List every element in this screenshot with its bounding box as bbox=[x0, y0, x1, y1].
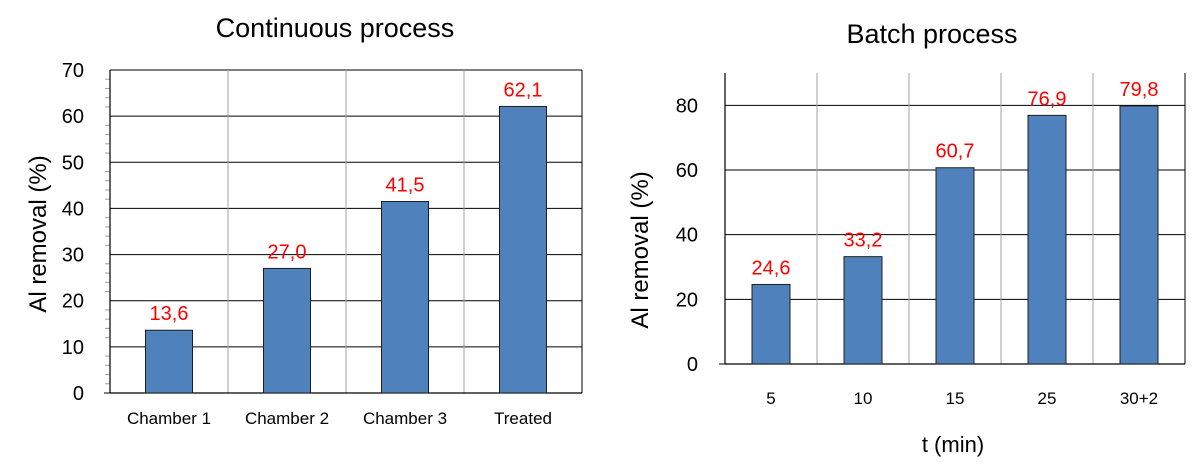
x-tick-label: 5 bbox=[766, 389, 775, 408]
data-label: 41,5 bbox=[386, 175, 425, 197]
bar bbox=[263, 267, 311, 394]
y-tick-label: 70 bbox=[62, 60, 84, 82]
y-tick-label: 0 bbox=[687, 354, 698, 376]
data-label: 24,6 bbox=[752, 257, 791, 279]
bar bbox=[1027, 114, 1067, 365]
bar bbox=[751, 283, 791, 365]
y-tick-label: 0 bbox=[73, 383, 84, 405]
x-tick-label: 25 bbox=[1038, 389, 1057, 408]
x-tick-label: Treated bbox=[494, 409, 552, 428]
y-axis-label: Al removal (%) bbox=[25, 155, 52, 312]
y-tick-label: 50 bbox=[62, 152, 84, 174]
y-tick-label: 10 bbox=[62, 337, 84, 359]
y-tick-label: 20 bbox=[62, 291, 84, 313]
continuous-process-chart: Continuous process Al removal (%) 0 10 20 3… bbox=[25, 13, 583, 428]
y-tick-label: 30 bbox=[62, 245, 84, 267]
batch-process-chart: Batch process Al removal (%) t (min) 0 20… bbox=[627, 19, 1186, 457]
bar bbox=[381, 201, 429, 394]
y-tick-label: 20 bbox=[676, 289, 698, 311]
data-label: 76,9 bbox=[1028, 88, 1067, 110]
y-tick-label: 40 bbox=[62, 198, 84, 220]
y-tick-label: 80 bbox=[676, 95, 698, 117]
bar bbox=[843, 256, 883, 365]
x-tick-label: Chamber 1 bbox=[127, 409, 211, 428]
data-label: 13,6 bbox=[150, 303, 189, 325]
x-tick-label: 30+2 bbox=[1120, 389, 1158, 408]
data-label: 60,7 bbox=[936, 141, 975, 163]
y-tick-label: 60 bbox=[62, 106, 84, 128]
chart-title: Batch process bbox=[846, 19, 1017, 49]
x-tick-label: 15 bbox=[946, 389, 965, 408]
y-tick-label: 60 bbox=[676, 160, 698, 182]
y-tick-label: 40 bbox=[676, 225, 698, 247]
x-tick-label: Chamber 3 bbox=[363, 409, 447, 428]
x-axis-label: t (min) bbox=[922, 432, 984, 457]
bar bbox=[935, 167, 975, 365]
data-label: 27,0 bbox=[268, 241, 307, 263]
data-label: 79,8 bbox=[1120, 79, 1159, 101]
x-tick-label: Chamber 2 bbox=[245, 409, 329, 428]
chart-title: Continuous process bbox=[216, 13, 455, 43]
data-label: 33,2 bbox=[844, 230, 883, 252]
x-tick-label: 10 bbox=[854, 389, 873, 408]
y-axis-label: Al removal (%) bbox=[627, 171, 654, 328]
data-label: 62,1 bbox=[504, 79, 543, 101]
bar bbox=[1119, 105, 1159, 365]
bar bbox=[499, 105, 547, 394]
bar bbox=[145, 329, 193, 394]
